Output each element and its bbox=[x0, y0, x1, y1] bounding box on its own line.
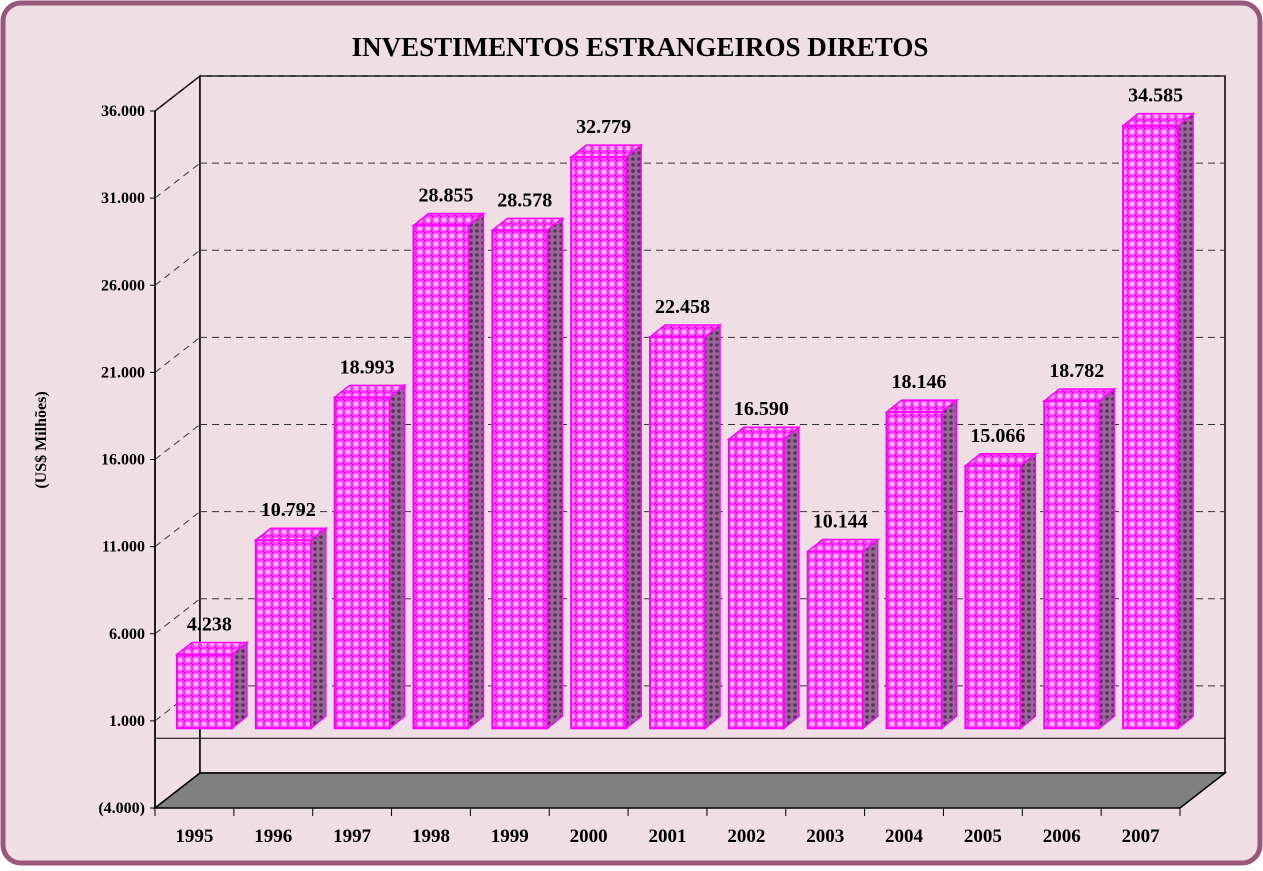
y-axis-label: (US$ Milhões) bbox=[33, 391, 50, 488]
grid-line bbox=[154, 511, 201, 548]
grid-line bbox=[154, 249, 201, 286]
bar-side bbox=[861, 537, 879, 730]
x-tick-label: 2001 bbox=[649, 826, 687, 847]
value-label: 34.585 bbox=[1128, 85, 1183, 107]
value-label: 15.066 bbox=[970, 425, 1025, 447]
bar-side bbox=[940, 398, 958, 730]
value-label: 32.779 bbox=[576, 116, 631, 138]
bar bbox=[491, 229, 549, 730]
y-tick-label: 21.000 bbox=[101, 364, 145, 381]
value-label: 18.782 bbox=[1049, 360, 1104, 382]
x-tick-label: 1996 bbox=[254, 826, 292, 847]
floor bbox=[152, 772, 1228, 809]
y-tick-label: 36.000 bbox=[101, 103, 145, 120]
bar-side bbox=[1019, 452, 1037, 730]
bar-side bbox=[388, 383, 406, 730]
value-label: 22.458 bbox=[655, 296, 710, 318]
bar-side bbox=[783, 425, 800, 730]
grid-line bbox=[154, 424, 201, 460]
bar bbox=[885, 411, 943, 730]
value-label: 28.855 bbox=[418, 185, 473, 207]
y-tick-label: 26.000 bbox=[101, 277, 145, 294]
value-label: 18.146 bbox=[892, 371, 947, 393]
y-tick-label: 11.000 bbox=[102, 539, 145, 556]
y-tick-label: 16.000 bbox=[101, 452, 145, 469]
bar-side bbox=[467, 211, 485, 730]
value-label: 10.144 bbox=[813, 511, 868, 533]
value-label: 18.993 bbox=[340, 356, 395, 378]
x-tick-label: 2002 bbox=[727, 826, 765, 847]
bar bbox=[649, 335, 706, 730]
y-tick-label: (4.000) bbox=[98, 800, 145, 817]
grid-line bbox=[154, 162, 201, 199]
x-tick-label: 2007 bbox=[1122, 826, 1161, 847]
bar-side bbox=[625, 143, 642, 730]
grid-line bbox=[154, 598, 201, 635]
bar bbox=[254, 539, 312, 730]
bar bbox=[1043, 400, 1101, 730]
grid-line bbox=[154, 336, 201, 373]
bar bbox=[806, 550, 864, 730]
bar-side bbox=[546, 216, 564, 730]
bar bbox=[570, 156, 628, 730]
bar-side bbox=[231, 640, 248, 730]
x-tick-label: 1995 bbox=[175, 826, 213, 847]
y-tick-label: 6.000 bbox=[109, 626, 145, 643]
y-tick-label: 1.000 bbox=[109, 713, 145, 730]
bar bbox=[412, 224, 470, 730]
bar-side bbox=[704, 323, 721, 730]
bar bbox=[1122, 124, 1180, 730]
x-tick-label: 2006 bbox=[1043, 826, 1081, 847]
bar bbox=[727, 438, 785, 730]
bar bbox=[964, 464, 1022, 730]
value-label: 4.238 bbox=[187, 613, 232, 635]
x-tick-label: 2000 bbox=[570, 826, 608, 847]
x-tick-label: 2003 bbox=[806, 826, 844, 847]
x-tick-label: 1997 bbox=[333, 826, 372, 847]
bar-side bbox=[1098, 387, 1115, 730]
value-label: 28.578 bbox=[497, 189, 552, 211]
bar bbox=[175, 653, 233, 730]
chart-title: INVESTIMENTOS ESTRANGEIROS DIRETOS bbox=[352, 32, 929, 62]
value-label: 16.590 bbox=[734, 398, 789, 420]
x-tick-label: 1998 bbox=[412, 826, 450, 847]
bar-side bbox=[310, 526, 327, 730]
bar-side bbox=[1177, 112, 1194, 730]
y-tick-label: 31.000 bbox=[101, 190, 145, 207]
bar bbox=[333, 396, 391, 730]
x-tick-label: 1999 bbox=[491, 826, 529, 847]
x-tick-label: 2005 bbox=[964, 826, 1002, 847]
x-tick-label: 2004 bbox=[885, 826, 924, 847]
grid-line bbox=[154, 75, 201, 112]
value-label: 10.792 bbox=[261, 499, 316, 521]
